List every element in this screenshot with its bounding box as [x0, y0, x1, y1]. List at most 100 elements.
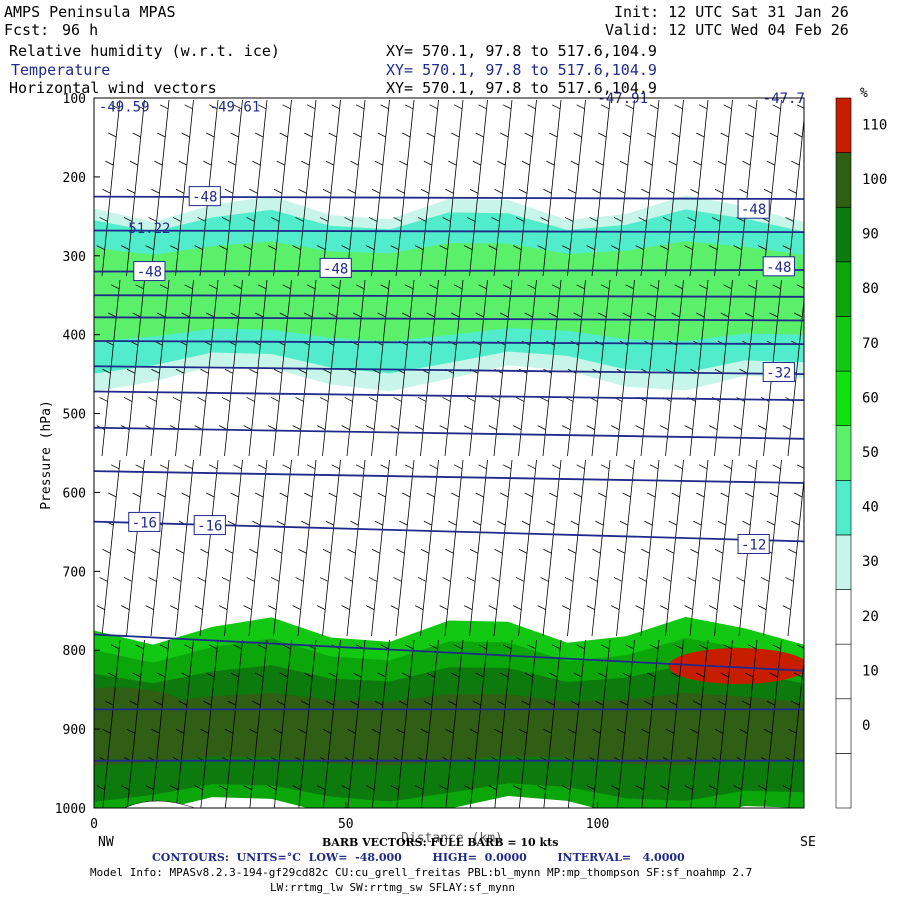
y-tick-label: 1000: [55, 802, 86, 817]
wind-barb-feather: [170, 785, 179, 790]
wind-barb-feather: [344, 397, 353, 402]
wind-barb-feather: [598, 132, 607, 138]
wind-barb-feather: [331, 464, 340, 470]
wind-barb-feather: [794, 312, 803, 318]
wind-barb-feather: [331, 104, 340, 110]
wind-barb-feather: [304, 132, 313, 138]
wind-barb-shaft: [665, 99, 684, 277]
colorbar-tick-label: 60: [862, 390, 879, 406]
wind-barb-feather: [322, 548, 332, 554]
init-time: Init: 12 UTC Sat 31 Jan 26: [614, 3, 849, 21]
wind-barb-feather: [723, 464, 732, 470]
contour-info: CONTOURS: UNITS=°C LOW= -48.000 HIGH= 0.…: [152, 851, 685, 864]
wind-barb-feather: [500, 672, 509, 678]
wind-barb-feather: [598, 672, 607, 678]
wind-barb-feather: [270, 217, 280, 222]
wind-barb-feather: [194, 605, 203, 610]
wind-barb-feather: [355, 464, 365, 470]
wind-barb-feather: [304, 672, 313, 678]
wind-barb-feather: [660, 605, 669, 610]
wind-barb-feather: [257, 104, 267, 110]
wind-barb-shaft: [224, 639, 243, 808]
field-xy-temperature: XY= 570.1, 97.8 to 517.6,104.9: [386, 61, 657, 79]
wind-barb-shaft: [591, 99, 611, 277]
wind-barb-feather: [518, 188, 528, 194]
wind-barb-feather: [126, 548, 136, 554]
wind-barb-feather: [586, 785, 595, 790]
wind-barb-feather: [662, 217, 672, 222]
wind-barb-feather: [723, 644, 732, 650]
wind-barb-feather: [622, 492, 631, 498]
wind-barb-shaft: [371, 459, 390, 637]
wind-barb-shaft: [151, 639, 170, 808]
wind-barb-feather: [567, 548, 577, 554]
wind-barb-feather: [647, 672, 656, 678]
wind-barb-feather: [108, 672, 117, 678]
wind-barb-feather: [99, 397, 108, 402]
wind-barb-feather: [233, 644, 242, 650]
wind-barb-feather: [396, 548, 405, 554]
colorbar-tick-label: 110: [862, 117, 887, 133]
wind-barb-feather: [788, 188, 797, 194]
wind-barb-feather: [635, 785, 644, 790]
wind-barb-feather: [625, 644, 634, 650]
wind-barb-shaft: [101, 459, 121, 637]
wind-barb-feather: [641, 548, 650, 554]
wind-barb-feather: [714, 548, 724, 554]
wind-barb-feather: [206, 312, 215, 318]
wind-barb-feather: [105, 700, 114, 706]
wind-barb-feather: [402, 672, 411, 678]
axes: 100 200 300 400 500 600 700 800 900 1000 0 50 100 NW S…: [55, 92, 816, 850]
temperature-contour: [94, 229, 804, 234]
wind-barb-feather: [181, 312, 190, 318]
wind-barb-feather: [611, 425, 620, 430]
wind-barb-feather: [600, 644, 610, 650]
wind-barb-feather: [282, 464, 291, 470]
wind-barb-feather: [279, 492, 288, 498]
wind-barb-feather: [562, 785, 571, 790]
wind-barb-feather: [170, 245, 179, 250]
wind-barb-feather: [502, 644, 512, 650]
wind-barb-feather: [445, 728, 454, 734]
wind-barb-feather: [344, 577, 353, 582]
wind-barb-feather: [255, 492, 264, 498]
wind-barb-feather: [230, 672, 239, 678]
wind-barb-feather: [497, 700, 506, 706]
wind-barb-feather: [502, 464, 512, 470]
contour-label: -48: [137, 265, 162, 281]
wind-barb-feather: [641, 188, 650, 194]
wind-barb-feather: [151, 188, 160, 194]
wind-barb-feather: [148, 577, 157, 582]
wind-barb-feather: [723, 104, 732, 110]
y-tick-label: 700: [63, 565, 86, 580]
wind-barb-feather: [157, 312, 166, 318]
wind-barb-feather: [276, 520, 286, 526]
wind-barb-feather: [469, 188, 479, 194]
wind-barb-feather: [478, 284, 487, 290]
wind-barb-feather: [464, 245, 473, 250]
wind-barb-feather: [270, 577, 280, 582]
x-tick-label: 50: [338, 817, 354, 832]
wind-barb-feather: [671, 312, 680, 318]
colorbar-segment: [835, 753, 852, 809]
wind-barb-feather: [203, 160, 212, 166]
wind-barb-feather: [668, 700, 678, 706]
wind-barb-shaft: [322, 99, 341, 277]
wind-barb-feather: [322, 188, 332, 194]
wind-barb-feather: [788, 728, 797, 734]
wind-barb-feather: [325, 520, 335, 526]
wind-barb-shaft: [714, 639, 733, 808]
wind-barb-shaft: [371, 639, 390, 808]
wind-barb-feather: [660, 245, 669, 250]
wind-barb-feather: [227, 700, 237, 706]
wind-barb-feather: [181, 132, 190, 138]
wind-barb-feather: [282, 644, 291, 650]
wind-barb-feather: [502, 284, 512, 290]
wind-barb-feather: [772, 284, 781, 290]
wind-barb-feather: [537, 785, 546, 790]
wind-barb-shaft: [248, 459, 268, 637]
wind-barb-shaft: [102, 639, 121, 808]
colorbar: 0 10 20 30 40 50 60 70 80 90 100 110%: [835, 86, 887, 809]
wind-barb-feather: [415, 785, 424, 790]
wind-barb-shaft: [371, 99, 390, 277]
